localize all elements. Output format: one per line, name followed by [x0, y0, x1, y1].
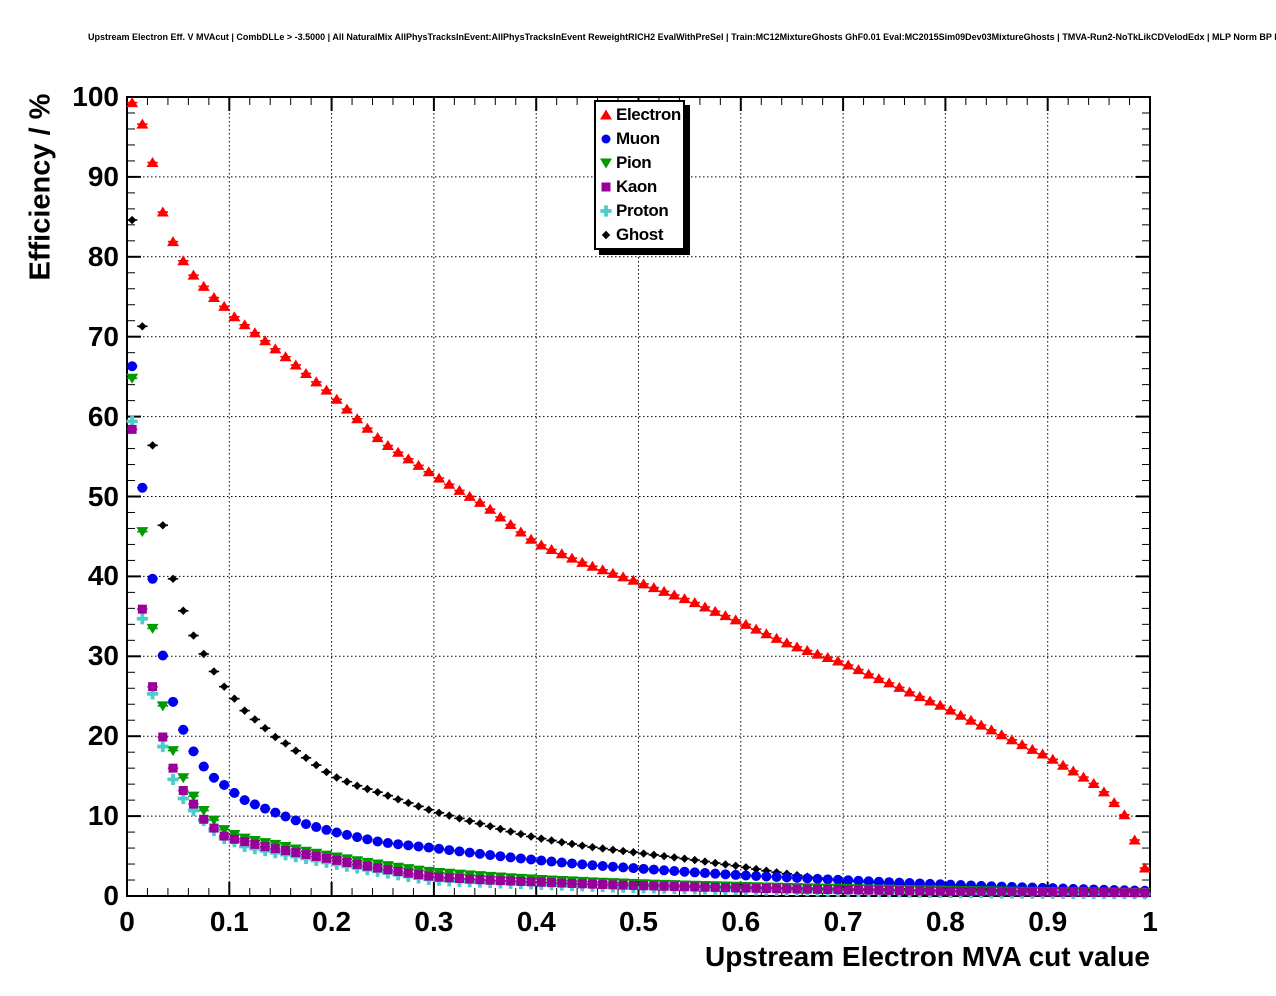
legend-label: Muon — [616, 129, 660, 148]
triangle-down-marker-icon — [600, 158, 612, 169]
plus-marker-icon — [600, 205, 612, 217]
legend-label: Kaon — [616, 177, 657, 196]
x-axis-title: Upstream Electron MVA cut value — [704, 941, 1150, 972]
y-tick-label: 80 — [87, 240, 119, 272]
y-tick-label: 90 — [87, 160, 119, 192]
plot-frame — [126, 96, 1151, 897]
x-tick-label: 0.3 — [414, 906, 454, 937]
y-tick-label: 50 — [87, 480, 119, 512]
legend-entry-kaon: Kaon — [598, 176, 683, 199]
legend-entry-ghost: Ghost — [598, 224, 683, 247]
x-tick-label: 1 — [1142, 906, 1158, 937]
legend-label: Ghost — [616, 225, 664, 244]
series-kaon — [126, 424, 1151, 898]
legend-entry-muon: Muon — [598, 128, 683, 151]
x-tick-label: 0 — [119, 906, 135, 937]
x-tick-label: 0.5 — [619, 906, 658, 937]
x-tick-label: 0.8 — [925, 906, 965, 937]
legend-entry-proton: Proton — [598, 200, 683, 223]
y-tick-label: 40 — [87, 560, 119, 592]
diamond-marker-icon — [601, 230, 611, 240]
y-tick-label: 20 — [87, 720, 119, 752]
y-tick-label: 30 — [87, 640, 119, 672]
legend-box: Electron Muon Pion Kaon Proton Ghost — [594, 100, 685, 250]
y-tick-label: 0 — [103, 880, 119, 911]
legend-label: Pion — [616, 153, 652, 172]
x-tick-label: 0.7 — [823, 906, 863, 937]
x-tick-label: 0.1 — [209, 906, 249, 937]
x-tick-label: 0.4 — [516, 906, 556, 937]
plot-title: Upstream Electron Eff. V MVAcut | CombDL… — [88, 32, 1276, 42]
y-tick-label: 60 — [87, 400, 119, 432]
y-tick-label: 70 — [87, 320, 119, 352]
y-tick-label: 100 — [72, 81, 119, 112]
series-pion — [126, 373, 1151, 898]
x-tick-label: 0.2 — [312, 906, 352, 937]
x-tick-label: 0.9 — [1028, 906, 1068, 937]
legend-entry-pion: Pion — [598, 152, 683, 175]
series-electron — [126, 97, 1151, 873]
legend-label: Proton — [616, 201, 669, 220]
legend-label: Electron — [616, 105, 681, 124]
legend-entry-electron: Electron — [598, 104, 683, 127]
y-tick-label: 10 — [87, 800, 119, 832]
square-marker-icon — [601, 182, 611, 192]
triangle-up-marker-icon — [600, 109, 612, 120]
circle-marker-icon — [601, 134, 611, 144]
x-tick-label: 0.6 — [721, 906, 761, 937]
